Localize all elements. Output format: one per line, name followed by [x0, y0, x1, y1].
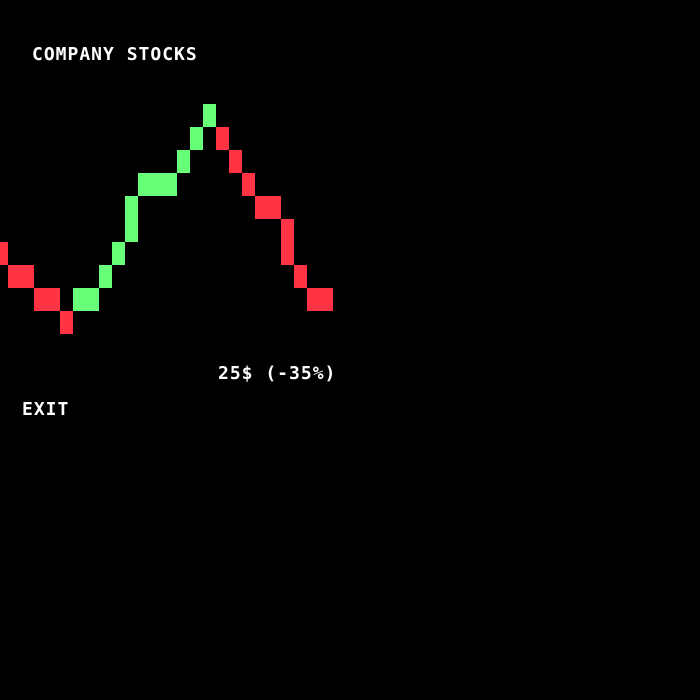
chart-step-down: [255, 196, 281, 219]
screen-title: COMPANY STOCKS: [32, 44, 198, 65]
chart-step-down: [294, 265, 307, 288]
chart-step-up: [112, 242, 125, 265]
chart-step-up: [125, 196, 138, 242]
chart-step-down: [34, 288, 60, 311]
chart-step-up: [73, 288, 99, 311]
chart-step-down: [216, 127, 229, 150]
chart-marks: [0, 104, 333, 334]
price-readout: 25$ (-35%): [218, 363, 337, 384]
exit-button[interactable]: EXIT: [22, 399, 70, 420]
chart-step-down: [281, 219, 294, 265]
chart-step-up: [190, 127, 203, 150]
chart-step-down: [307, 288, 333, 311]
chart-step-up: [177, 150, 190, 173]
chart-step-down: [0, 242, 8, 265]
chart-step-down: [60, 311, 73, 334]
chart-step-down: [229, 150, 242, 173]
chart-step-up: [99, 265, 112, 288]
chart-step-down: [8, 265, 34, 288]
chart-step-up: [203, 104, 216, 127]
chart-step-up: [138, 173, 177, 196]
chart-step-down: [242, 173, 255, 196]
